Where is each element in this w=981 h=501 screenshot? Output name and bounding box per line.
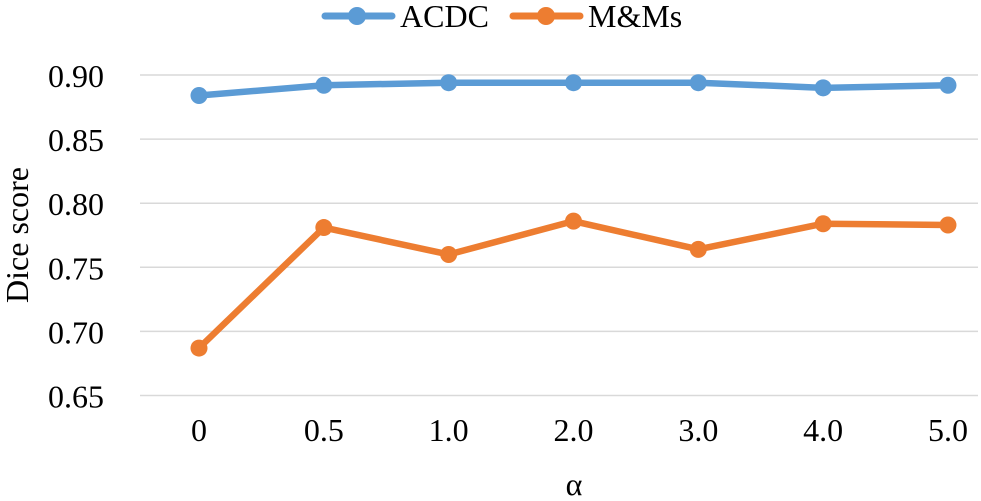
gridlines [140,74,978,397]
x-tick-label: 0.5 [304,412,344,448]
data-point-acdc [689,74,707,92]
data-point-acdc [939,76,957,94]
y-tick-label: 0.85 [48,122,104,158]
data-point-mms [564,212,582,230]
legend-marker-mms-icon [537,7,555,25]
legend-item-mms: M&Ms [509,0,682,34]
data-point-acdc [814,79,832,97]
y-axis-title: Dice score [0,167,35,303]
x-tick-label: 0 [191,412,207,448]
data-point-mms [190,339,208,357]
data-point-mms [315,219,333,237]
data-point-mms [689,240,707,258]
legend-item-acdc: ACDC [321,0,489,34]
x-axis-title: α [566,466,583,501]
data-point-acdc [440,74,458,92]
x-tick-label: 5.0 [928,412,968,448]
y-tick-label: 0.65 [48,379,104,415]
legend-label-acdc: ACDC [400,0,489,34]
chart-legend: ACDC M&Ms [321,0,682,34]
data-point-acdc [315,76,333,94]
series-mms [190,212,957,357]
data-point-mms [440,245,458,263]
data-point-mms [939,216,957,234]
x-tick-label: 2.0 [553,412,593,448]
y-axis-tick-labels: 0.90 0.85 0.80 0.75 0.70 0.65 [48,58,104,415]
legend-marker-acdc-icon [348,7,366,25]
x-tick-label: 4.0 [803,412,843,448]
series-line-mms [195,217,952,352]
y-tick-label: 0.90 [48,58,104,94]
x-axis-tick-labels: 0 0.5 1.0 2.0 3.0 4.0 5.0 [191,412,968,448]
data-point-acdc [190,87,208,105]
series-acdc [190,74,957,105]
legend-label-mms: M&Ms [588,0,682,34]
data-point-mms [814,215,832,233]
x-tick-label: 1.0 [429,412,469,448]
y-tick-label: 0.80 [48,186,104,222]
series-group [190,74,957,357]
data-point-acdc [564,74,582,92]
y-tick-label: 0.75 [48,250,104,286]
x-tick-label: 3.0 [678,412,718,448]
y-tick-label: 0.70 [48,314,104,350]
